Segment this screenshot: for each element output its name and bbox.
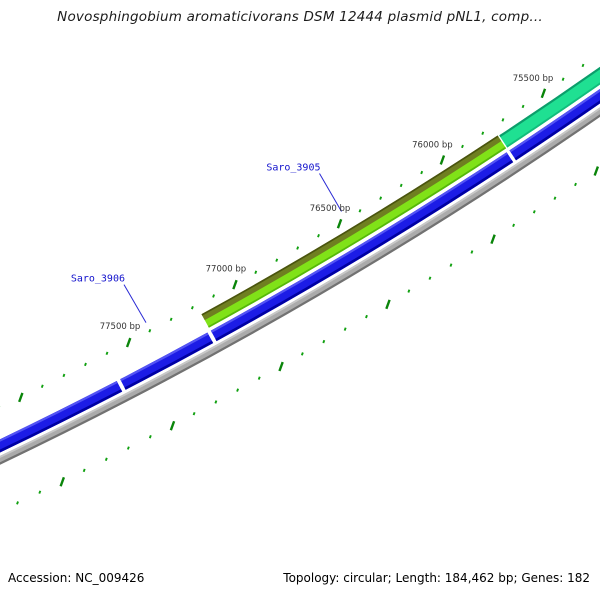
minor-tick (275, 258, 279, 262)
inner-major-tick (593, 166, 600, 176)
minor-tick (501, 118, 505, 122)
gene-arc[interactable] (499, 62, 600, 148)
tick-label: 77000 bp (206, 265, 247, 275)
gene-arc-shading (509, 89, 600, 153)
gene-arc-shading (0, 381, 118, 442)
sequence-title: Novosphingobium aromaticivorans DSM 1244… (57, 9, 543, 25)
minor-tick (296, 246, 300, 250)
minor-tick (148, 329, 152, 333)
minor-tick (420, 170, 424, 175)
backbone-arc-shading (0, 114, 600, 465)
gene-arc[interactable] (509, 76, 600, 161)
major-tick (540, 88, 547, 99)
gene-arc-shading (499, 66, 600, 138)
inner-minor-tick (38, 490, 42, 494)
inner-minor-tick (343, 327, 347, 331)
minor-tick (561, 77, 565, 81)
backbone-arc (0, 107, 600, 465)
gene-arc[interactable] (0, 380, 123, 459)
inner-minor-tick (322, 339, 326, 344)
inner-major-tick (385, 299, 391, 310)
inner-minor-tick (236, 388, 240, 392)
gene-arc-shading (201, 135, 499, 316)
inner-minor-tick (470, 250, 474, 254)
major-tick (18, 392, 24, 403)
inner-major-tick (278, 361, 284, 372)
minor-tick (40, 384, 44, 388)
inner-minor-tick (192, 411, 196, 416)
minor-tick (62, 373, 66, 378)
inner-minor-tick (104, 457, 108, 462)
gene-arc-Saro_3906[interactable] (120, 332, 214, 390)
status-accession: Accession: NC_009426 (8, 571, 145, 585)
minor-tick (190, 305, 194, 310)
inner-major-tick (490, 234, 496, 245)
major-tick (232, 279, 238, 290)
minor-tick (399, 183, 403, 188)
gene-arc-shading (208, 146, 507, 328)
minor-tick (105, 351, 109, 356)
gene-arc-Saro_3905[interactable] (201, 136, 507, 328)
gene-label-Saro_3905[interactable]: Saro_3905 (266, 163, 320, 174)
gene-arc[interactable] (210, 152, 514, 342)
inner-minor-tick (407, 289, 411, 293)
major-tick (439, 155, 446, 165)
minor-tick (212, 294, 215, 298)
tick-label: 77500 bp (100, 322, 141, 332)
minor-tick (169, 317, 173, 322)
gene-arc-shading (215, 160, 514, 342)
inner-major-tick (59, 476, 66, 487)
minor-tick (481, 131, 485, 135)
gene-arc-shading (506, 82, 600, 148)
inner-minor-tick (428, 276, 432, 280)
minor-tick (358, 209, 362, 213)
inner-minor-tick (148, 434, 152, 439)
major-tick (125, 337, 132, 348)
gene-arc-shading (201, 135, 502, 321)
inner-minor-tick (574, 182, 577, 187)
inner-minor-tick (300, 352, 304, 356)
gene-arc-shading (210, 152, 508, 333)
minor-tick (581, 63, 585, 68)
inner-major-tick (169, 420, 176, 431)
minor-tick (379, 196, 383, 200)
inner-minor-tick (257, 376, 261, 380)
inner-minor-tick (449, 263, 453, 267)
inner-minor-tick (512, 223, 515, 228)
gene-arc-shading (0, 389, 123, 453)
inner-minor-tick (16, 501, 19, 505)
minor-tick (521, 104, 525, 109)
tick-label: 75500 bp (513, 74, 554, 84)
minor-tick (461, 144, 464, 149)
gene-arc-shading (514, 100, 600, 161)
gene-label-Saro_3906[interactable]: Saro_3906 (71, 274, 125, 285)
tick-label: 76500 bp (310, 204, 351, 214)
minor-tick (254, 270, 258, 274)
tick-label: 76000 bp (412, 140, 453, 150)
inner-minor-tick (365, 314, 368, 319)
inner-minor-tick (126, 446, 130, 450)
status-topology: Topology: circular; Length: 184,462 bp; … (283, 571, 590, 585)
gene-arc-shading (120, 332, 209, 382)
inner-minor-tick (532, 210, 536, 214)
inner-minor-tick (214, 400, 218, 404)
inner-minor-tick (553, 196, 557, 200)
label-leader-line (123, 284, 147, 323)
minor-tick (317, 234, 320, 238)
label-leader-line (319, 173, 342, 212)
inner-minor-tick (82, 468, 86, 473)
gene-arc-shading (124, 340, 214, 390)
backbone-arc-shading (0, 107, 600, 458)
major-tick (336, 218, 343, 229)
minor-tick (84, 362, 87, 367)
